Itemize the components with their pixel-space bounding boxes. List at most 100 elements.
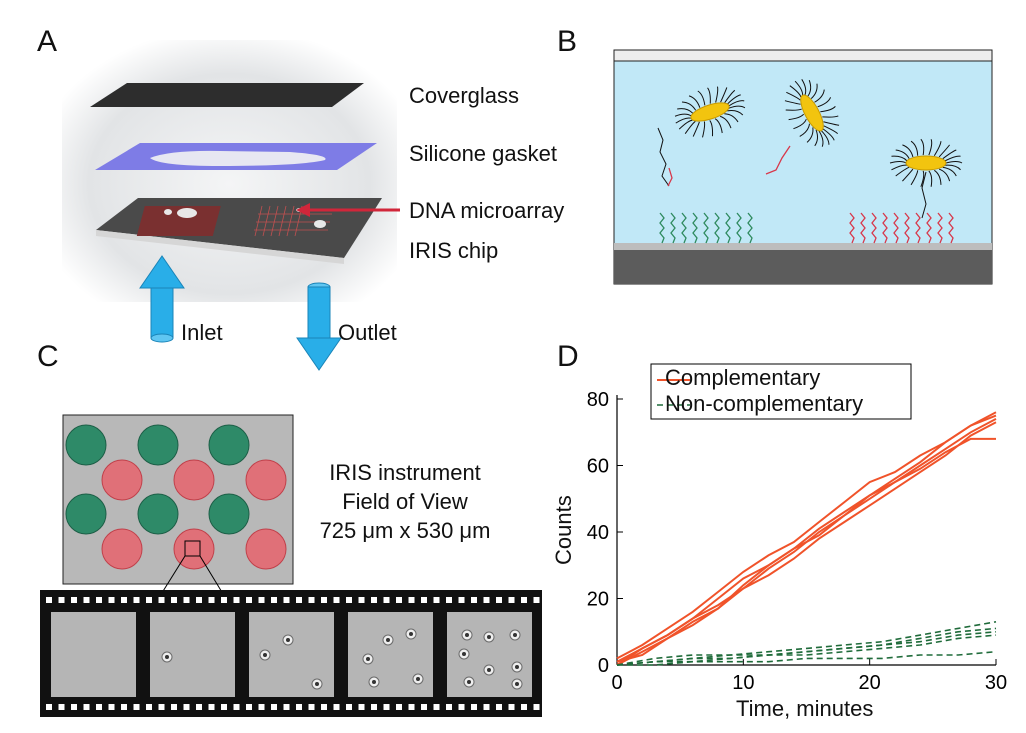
probe-red	[948, 212, 954, 244]
sprocket-hole	[133, 597, 140, 603]
particle-spot-center	[315, 682, 319, 686]
particle-strand	[719, 115, 732, 129]
particle-strand	[933, 141, 942, 156]
particle-strand	[684, 120, 696, 134]
microarray-grid	[136, 206, 221, 236]
sprocket-hole	[496, 597, 502, 603]
sprocket-hole	[383, 704, 390, 710]
film-sprockets	[46, 597, 540, 710]
sprocket-hole	[333, 704, 340, 710]
particle-spot-center	[513, 633, 517, 637]
sprocket-hole	[246, 704, 252, 710]
particle-strand	[920, 138, 925, 156]
sprocket-hole	[521, 704, 527, 710]
zoom-box	[184, 540, 201, 557]
fov-caption-line2: Field of View	[342, 489, 468, 514]
particle-strand	[817, 97, 832, 108]
probe-green	[681, 212, 687, 244]
particle-strand	[928, 170, 933, 187]
particle-spot-center	[263, 653, 267, 657]
sprocket-hole	[458, 597, 465, 603]
particle-strand	[821, 130, 830, 145]
particle-strand	[895, 166, 910, 177]
particle-spot-center	[467, 680, 471, 684]
free-strand	[657, 127, 670, 187]
sprocket-hole	[496, 704, 502, 710]
y-tick-label: 0	[598, 655, 609, 677]
particle-strand	[910, 170, 919, 186]
sprocket-hole	[133, 704, 140, 710]
series-line-complementary	[616, 421, 997, 663]
particle-core	[905, 155, 947, 171]
particle-spot-center	[487, 635, 491, 639]
sprocket-hole	[508, 704, 515, 710]
sprocket-hole	[533, 704, 540, 710]
sprocket-hole	[58, 597, 65, 603]
sprocket-hole	[371, 597, 377, 603]
particle-strand	[942, 166, 957, 177]
particle-strand	[910, 140, 919, 156]
array-spot	[245, 528, 287, 570]
particle-strand	[807, 79, 812, 97]
sprocket-hole	[146, 597, 152, 603]
array-spot	[65, 424, 107, 466]
series-line-noncomplementary	[617, 650, 997, 666]
particle-strand	[902, 168, 914, 182]
particle-spot-center	[487, 668, 491, 672]
array-spot	[245, 459, 287, 501]
outlet-arrow	[296, 282, 342, 371]
particle-strand	[724, 89, 736, 103]
particle-strand	[720, 87, 728, 103]
oxide-layer	[614, 243, 992, 250]
film-frames	[51, 612, 532, 697]
probe-green	[670, 212, 676, 244]
particle-spot-center	[165, 655, 169, 659]
particle-strand	[709, 120, 714, 137]
particle-strand	[789, 85, 802, 98]
sprocket-hole	[358, 597, 365, 603]
particle-spot-center	[286, 638, 290, 642]
nanoparticle	[889, 138, 963, 187]
particle-spot-center	[515, 682, 519, 686]
coverglass-layer	[90, 83, 364, 107]
sprocket-hole	[446, 597, 452, 603]
particle-strand	[728, 100, 745, 107]
particle-strand	[814, 89, 825, 103]
particle-strand	[724, 113, 739, 123]
particle-strand	[818, 130, 824, 147]
nanoparticle	[784, 79, 840, 147]
particle-strand	[823, 121, 840, 126]
chip-fiducial-left	[164, 209, 172, 215]
sprocket-hole	[408, 597, 415, 603]
particle-strand	[810, 83, 818, 99]
array-spot	[137, 424, 179, 466]
sprocket-hole	[483, 704, 490, 710]
sprocket-hole	[308, 704, 315, 710]
probe-red	[860, 212, 866, 244]
particle-strand	[889, 161, 907, 164]
probe-red	[937, 212, 943, 244]
y-tick-label: 20	[587, 589, 609, 611]
sprocket-hole	[121, 597, 127, 603]
sprocket-hole	[258, 704, 265, 710]
sprocket-hole	[533, 597, 540, 603]
sprocket-hole	[246, 597, 252, 603]
particle-strand	[934, 169, 942, 185]
particle-strand	[891, 164, 907, 171]
particle-strand	[945, 161, 963, 164]
particle-spot-center	[409, 632, 413, 636]
particle-strand	[788, 113, 805, 121]
sprocket-hole	[183, 704, 190, 710]
gasket-label: Silicone gasket	[409, 141, 557, 166]
panel-label-d: D	[557, 340, 579, 373]
particle-strand	[793, 119, 807, 130]
particle-strand	[697, 90, 706, 106]
sprocket-hole	[171, 704, 177, 710]
particle-strand	[806, 127, 814, 143]
particle-strand	[920, 170, 925, 187]
fov-caption-line1: IRIS instrument	[329, 460, 481, 485]
sprocket-hole	[83, 704, 90, 710]
sprocket-hole	[283, 704, 290, 710]
particle-core	[690, 102, 730, 122]
particle-strand	[891, 155, 908, 162]
